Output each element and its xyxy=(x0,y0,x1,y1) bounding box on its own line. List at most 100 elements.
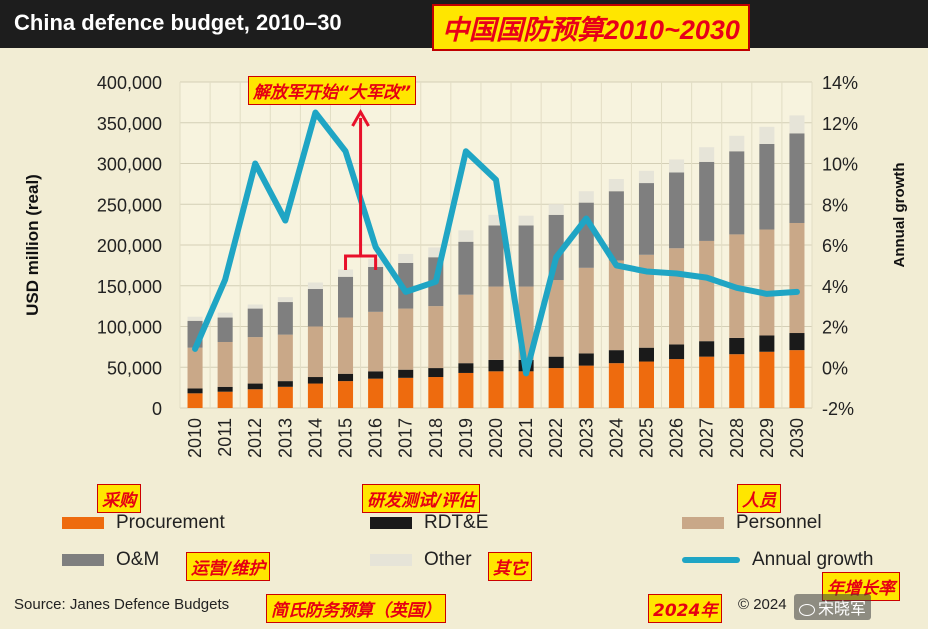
legend-label-personnel: Personnel xyxy=(736,512,822,533)
legend-swatch-other xyxy=(370,554,412,566)
x-tick-label: 2010 xyxy=(185,418,205,458)
legend-swatch-rdte xyxy=(370,517,412,529)
bar-personnel-2029 xyxy=(759,229,775,336)
x-tick-label: 2016 xyxy=(366,418,386,458)
bar-om-2013 xyxy=(277,302,293,335)
copyright-note: © 2024 xyxy=(738,596,787,613)
bar-om-2017 xyxy=(398,262,414,309)
bar-personnel-2027 xyxy=(699,240,715,342)
x-tick-label: 2015 xyxy=(336,418,356,458)
bar-personnel-2010 xyxy=(187,347,203,389)
bar-rdte-2027 xyxy=(699,341,715,357)
x-tick-label: 2011 xyxy=(215,418,235,457)
bar-personnel-2025 xyxy=(638,254,654,348)
y2-tick-label: 4% xyxy=(822,277,848,297)
bar-personnel-2012 xyxy=(247,337,263,384)
source-note: Source: Janes Defence Budgets xyxy=(14,596,230,613)
reform-annotation-arrow xyxy=(344,108,378,270)
bar-om-2021 xyxy=(518,225,534,287)
x-tick-label: 2026 xyxy=(667,418,687,458)
bar-rdte-2023 xyxy=(578,353,594,366)
bar-rdte-2028 xyxy=(729,337,745,355)
x-tick-label: 2014 xyxy=(305,418,325,458)
x-tick-label: 2020 xyxy=(486,418,506,458)
y-tick-label: 350,000 xyxy=(97,114,162,134)
rdte-label-cn: 研发测试/评估 xyxy=(362,484,481,513)
bar-rdte-2012 xyxy=(247,383,263,390)
y-tick-label: 300,000 xyxy=(97,155,162,175)
bar-procurement-2011 xyxy=(217,391,233,408)
x-tick-label: 2013 xyxy=(275,418,295,458)
other-label-cn: 其它 xyxy=(488,552,532,581)
bar-other-2017 xyxy=(398,253,414,263)
legend-swatch-om xyxy=(62,554,104,566)
bar-personnel-2011 xyxy=(217,341,233,387)
bar-om-2023 xyxy=(578,202,594,268)
bar-rdte-2011 xyxy=(217,386,233,392)
bar-procurement-2030 xyxy=(789,350,805,408)
year-label-cn: 2024年 xyxy=(648,594,723,623)
bar-procurement-2025 xyxy=(638,361,654,408)
y-tick-label: 250,000 xyxy=(97,195,162,215)
watermark-text: 宋晓军 xyxy=(818,599,867,618)
bar-procurement-2010 xyxy=(187,393,203,408)
bar-procurement-2015 xyxy=(338,381,354,408)
bar-rdte-2025 xyxy=(638,347,654,362)
legend-procurement: Procurement xyxy=(62,512,225,534)
bar-other-2015 xyxy=(338,269,354,277)
bar-om-2015 xyxy=(338,276,354,318)
y2-tick-label: 6% xyxy=(822,236,848,256)
bar-procurement-2029 xyxy=(759,351,775,408)
bar-rdte-2017 xyxy=(398,369,414,378)
bar-rdte-2015 xyxy=(338,373,354,382)
bar-om-2020 xyxy=(488,225,504,287)
bar-personnel-2026 xyxy=(669,248,685,345)
axes: 0 50,000 100,000 150,000 200,000 250,000 300,0… xyxy=(97,73,858,458)
y-tick-label: 50,000 xyxy=(107,358,162,378)
y-tick-label: 400,000 xyxy=(97,73,162,93)
y-tick-label: 100,000 xyxy=(97,318,162,338)
bar-om-2028 xyxy=(729,151,745,235)
x-tick-label: 2023 xyxy=(576,418,596,458)
legend-label-growth: Annual growth xyxy=(752,549,874,570)
bar-rdte-2018 xyxy=(428,368,444,378)
chart-title-chinese: 中国国防预算2010~2030 xyxy=(432,4,750,51)
bar-rdte-2020 xyxy=(488,359,504,372)
om-label-cn: 运营/维护 xyxy=(186,552,271,581)
bar-rdte-2029 xyxy=(759,335,775,352)
bar-procurement-2018 xyxy=(428,377,444,408)
bar-procurement-2019 xyxy=(458,372,474,408)
bar-om-2011 xyxy=(217,317,233,342)
growth-line xyxy=(192,109,800,377)
bar-personnel-2016 xyxy=(368,311,384,372)
bar-procurement-2016 xyxy=(368,378,384,408)
source-label-cn: 简氏防务预算（英国） xyxy=(266,594,446,623)
legend-growth: Annual growth xyxy=(682,549,873,571)
watermark: 宋晓军 xyxy=(794,594,872,620)
bar-personnel-2024 xyxy=(608,260,624,351)
chart-title: China defence budget, 2010–30 xyxy=(14,10,342,35)
bar-other-2023 xyxy=(578,191,594,203)
bar-procurement-2027 xyxy=(699,356,715,408)
reform-arrow-head xyxy=(351,108,370,127)
legend-om: O&M xyxy=(62,549,159,571)
legend-swatch-procurement xyxy=(62,517,104,529)
legend-label-rdte: RDT&E xyxy=(424,512,489,533)
bar-procurement-2014 xyxy=(307,383,323,408)
y2-tick-label: 12% xyxy=(822,114,858,134)
bar-personnel-2015 xyxy=(338,317,354,374)
bar-om-2030 xyxy=(789,133,805,223)
legend-rdte: RDT&E xyxy=(370,512,488,534)
bar-procurement-2017 xyxy=(398,377,414,408)
legend-label-other: Other xyxy=(424,549,472,570)
bar-om-2014 xyxy=(307,289,323,327)
y-tick-label: 200,000 xyxy=(97,236,162,256)
x-tick-label: 2022 xyxy=(546,418,566,458)
bar-om-2024 xyxy=(608,191,624,261)
bar-other-2020 xyxy=(488,214,504,226)
bar-rdte-2013 xyxy=(277,381,293,387)
bar-personnel-2017 xyxy=(398,308,414,370)
reform-label: 解放军开始“大军改” xyxy=(248,76,416,105)
y-axis-label: USD million (real) xyxy=(23,174,42,316)
bar-rdte-2010 xyxy=(187,388,203,394)
